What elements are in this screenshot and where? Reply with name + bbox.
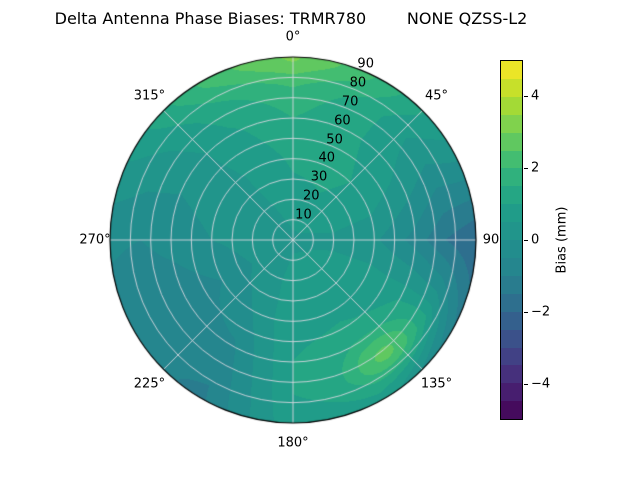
colorbar [500,60,523,420]
radial-tick-label-20: 20 [302,188,320,204]
colorbar-tick-label--4: −4 [531,376,551,392]
angular-tick-label-90: 90 [482,232,500,248]
radial-tick-label-50: 50 [326,132,343,148]
colorbar-tick-label--2: −2 [531,304,551,320]
colorbar-tick-label-4: 4 [531,88,540,104]
colorbar-band [501,114,522,133]
colorbar-band [501,329,522,348]
colorbar-band [501,311,522,330]
radial-tick-label-90: 90 [357,56,374,72]
colorbar-tick-mark [524,312,528,313]
radial-tick-label-40: 40 [318,150,336,166]
colorbar-tick-label-2: 2 [531,160,540,176]
colorbar-band [501,168,522,187]
radial-tick-label-80: 80 [349,75,367,91]
colorbar-band [501,365,522,384]
colorbar-band [501,78,522,97]
colorbar-band [501,383,522,402]
colorbar-axis-label: Bias (mm) [554,206,570,274]
colorbar-band [501,240,522,258]
colorbar-tick-mark [524,240,528,241]
angular-tick-label-270: 270° [79,232,111,248]
angular-tick-label-180: 180° [277,435,309,451]
colorbar-band [501,204,522,223]
colorbar-band [501,186,522,205]
colorbar-band [501,222,522,241]
angular-tick-label-135: 135° [420,376,453,392]
colorbar-tick-mark [524,384,528,385]
colorbar-tick-label-0: 0 [531,232,540,248]
colorbar-band [501,150,522,169]
radial-tick-label-30: 30 [310,169,328,185]
colorbar-band [501,401,522,420]
angular-tick-label-0: 0° [285,29,301,45]
polar-contour-plot [108,55,478,425]
colorbar-band [501,257,522,276]
colorbar-tick-mark [524,96,528,97]
radial-tick-label-70: 70 [341,94,359,110]
colorbar-band [501,96,522,115]
radial-tick-label-60: 60 [334,113,351,129]
colorbar-tick-mark [524,168,528,169]
colorbar-band [501,293,522,312]
angular-tick-label-225: 225° [133,376,166,392]
colorbar-band [501,275,522,294]
radial-tick-label-10: 10 [295,207,312,223]
chart-title: Delta Antenna Phase Biases: TRMR780 NONE… [54,9,528,28]
angular-tick-label-45: 45° [425,88,449,104]
colorbar-band [501,347,522,366]
colorbar-band [501,61,522,79]
angular-tick-label-315: 315° [133,88,166,104]
colorbar-band [501,132,522,151]
